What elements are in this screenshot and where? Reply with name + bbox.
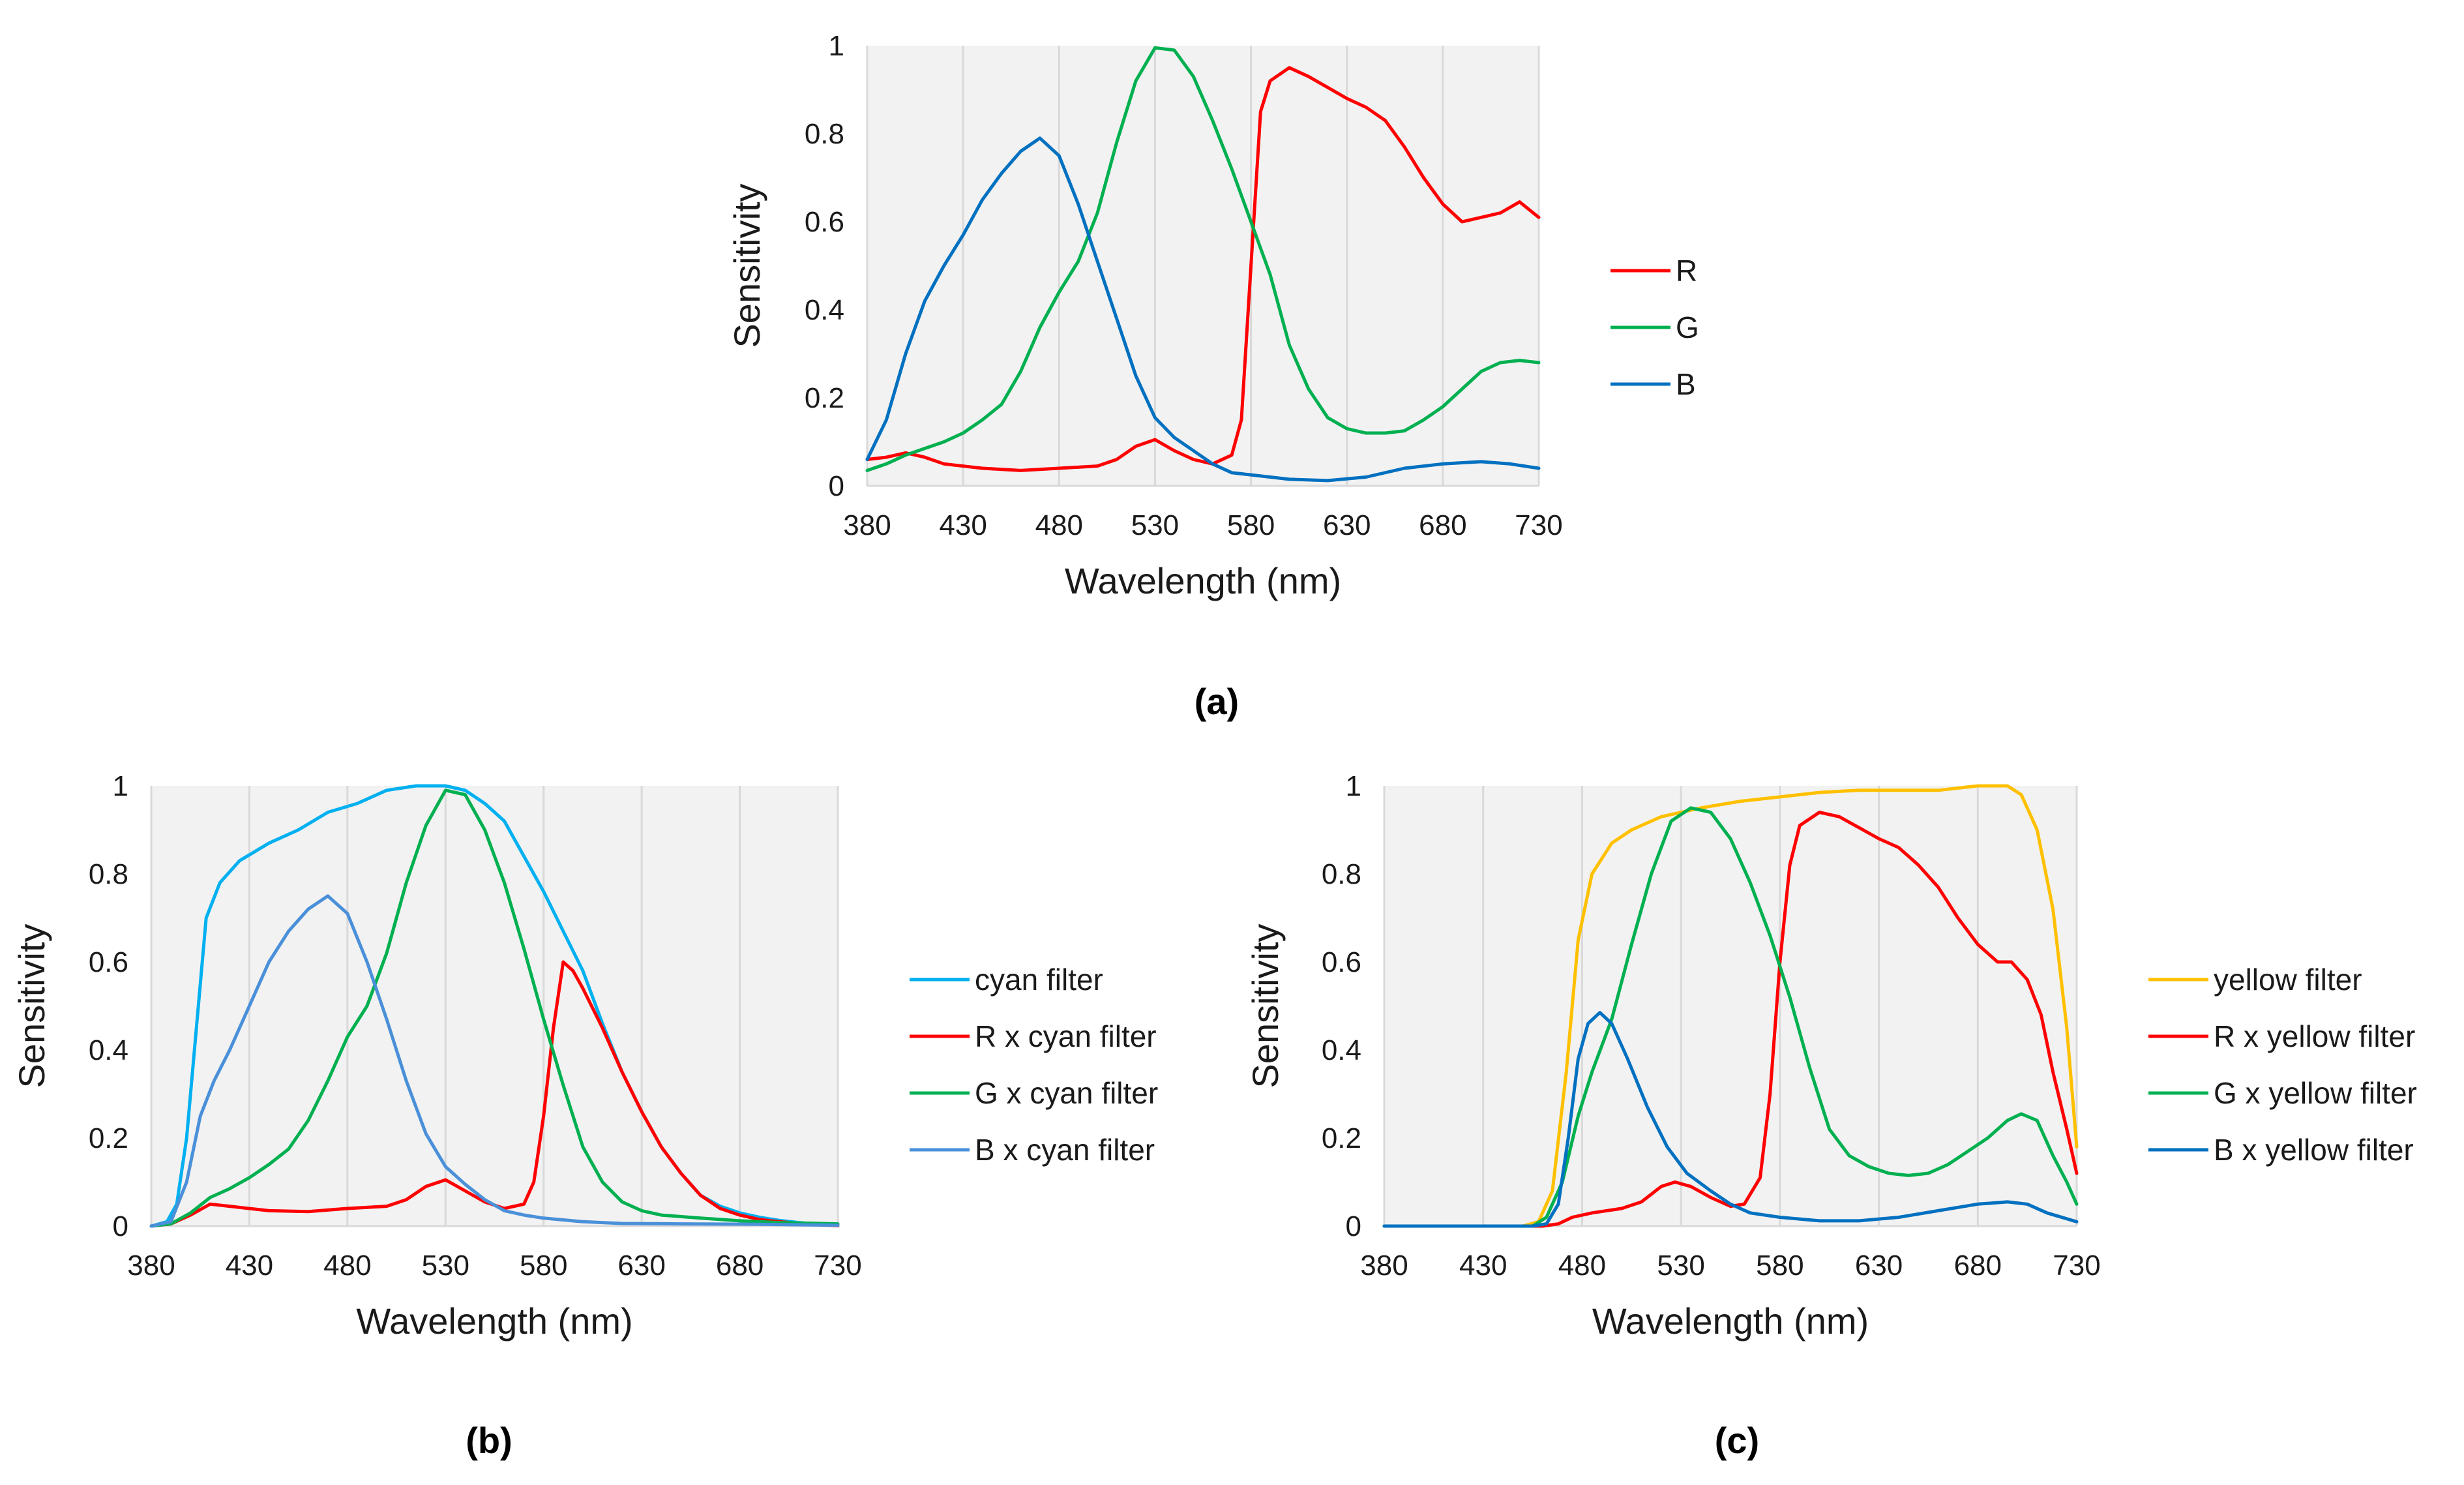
x-tick-label-c-630: 630 xyxy=(1855,1250,1903,1282)
panel-b: 380 430 480 530 580 630 680 730 0 0.2 0.4 0.6 0.8 1 Wa… xyxy=(11,770,1158,1342)
x-tick-label-b-580: 580 xyxy=(520,1250,567,1282)
series-line-c-yellow-filter xyxy=(1382,784,2079,1228)
x-tick-label-b-630: 630 xyxy=(617,1250,665,1282)
x-tick-label-a-630: 630 xyxy=(1323,509,1371,541)
series-line-c-b-x-yellow-filter xyxy=(1382,1011,2079,1228)
legend-label-a-b: B xyxy=(1676,367,1696,401)
legend-label-c-yellow-filter: yellow filter xyxy=(2214,963,2362,997)
x-tick-label-a-680: 680 xyxy=(1419,509,1466,541)
y-tick-label-b-1: 1 xyxy=(113,770,128,802)
series-line-a-g xyxy=(865,46,1541,472)
y-axis-title-b: Sensitivity xyxy=(11,923,52,1088)
y-tick-label-a-0.8: 0.8 xyxy=(805,118,844,150)
series-line-b-g-x-cyan-filter xyxy=(149,788,840,1228)
legend-label-c-g-x-yellow-filter: G x yellow filter xyxy=(2214,1076,2417,1110)
x-tick-label-a-730: 730 xyxy=(1515,509,1562,541)
x-tick-label-b-430: 430 xyxy=(226,1250,273,1282)
series-line-b-r-x-cyan-filter xyxy=(149,960,840,1228)
y-tick-label-c-0: 0 xyxy=(1346,1210,1361,1242)
series-line-a-b xyxy=(865,136,1541,483)
x-tick-label-b-530: 530 xyxy=(422,1250,469,1282)
x-tick-label-a-480: 480 xyxy=(1035,509,1083,541)
x-tick-label-b-730: 730 xyxy=(814,1250,861,1282)
legend-label-b-cyan-filter: cyan filter xyxy=(975,963,1103,997)
x-tick-label-b-480: 480 xyxy=(323,1250,371,1282)
y-tick-label-b-0.4: 0.4 xyxy=(89,1034,128,1066)
y-tick-label-b-0: 0 xyxy=(113,1210,128,1242)
caption-a: (a) xyxy=(1195,681,1239,722)
x-axis-title-c: Wavelength (nm) xyxy=(1592,1300,1869,1342)
x-tick-label-c-680: 680 xyxy=(1954,1250,2002,1282)
y-tick-label-a-0: 0 xyxy=(829,470,844,502)
y-tick-label-a-0.2: 0.2 xyxy=(805,382,844,414)
series-line-b-cyan-filter xyxy=(149,784,840,1228)
x-tick-label-b-680: 680 xyxy=(716,1250,764,1282)
x-tick-label-c-380: 380 xyxy=(1360,1250,1408,1282)
legend-label-b-r-x-cyan-filter: R x cyan filter xyxy=(975,1019,1157,1053)
x-axis-title-b: Wavelength (nm) xyxy=(356,1300,632,1342)
y-axis-title-c: Sensitivity xyxy=(1245,923,1286,1088)
y-tick-label-a-0.6: 0.6 xyxy=(805,206,844,238)
x-tick-label-c-580: 580 xyxy=(1756,1250,1803,1282)
legend-label-a-r: R xyxy=(1676,254,1697,288)
plot-area-a xyxy=(867,46,1539,486)
x-tick-label-b-380: 380 xyxy=(127,1250,175,1282)
legend-label-a-g: G xyxy=(1676,310,1699,344)
series-line-c-g-x-yellow-filter xyxy=(1382,806,2079,1228)
y-tick-label-c-0.6: 0.6 xyxy=(1322,946,1361,978)
x-tick-label-a-580: 580 xyxy=(1227,509,1275,541)
legend-label-b-b-x-cyan-filter: B x cyan filter xyxy=(975,1133,1155,1167)
y-tick-label-c-1: 1 xyxy=(1346,770,1361,802)
panel-a: 380 430 480 530 580 630 680 730 0 0.2 0.4 0.6 0.8 1 Wa… xyxy=(726,30,1699,601)
y-tick-label-c-0.4: 0.4 xyxy=(1322,1034,1361,1066)
y-tick-label-b-0.2: 0.2 xyxy=(89,1122,128,1154)
x-axis-title-a: Wavelength (nm) xyxy=(1065,560,1341,601)
legend-label-c-b-x-yellow-filter: B x yellow filter xyxy=(2214,1133,2414,1167)
legend-label-c-r-x-yellow-filter: R x yellow filter xyxy=(2214,1019,2415,1053)
y-tick-label-b-0.8: 0.8 xyxy=(89,858,128,890)
series-line-b-b-x-cyan-filter xyxy=(149,894,840,1228)
x-tick-label-c-530: 530 xyxy=(1657,1250,1704,1282)
y-tick-label-c-0.2: 0.2 xyxy=(1322,1122,1361,1154)
y-tick-label-b-0.6: 0.6 xyxy=(89,946,128,978)
panel-c: 380 430 480 530 580 630 680 730 0 0.2 0.4 0.6 0.8 1 Wa… xyxy=(1245,770,2417,1342)
y-axis-title-a: Sensitivity xyxy=(726,183,767,348)
legend-label-b-g-x-cyan-filter: G x cyan filter xyxy=(975,1076,1158,1110)
caption-c: (c) xyxy=(1715,1420,1759,1461)
caption-b: (b) xyxy=(466,1420,512,1461)
series-line-c-r-x-yellow-filter xyxy=(1382,811,2079,1228)
x-tick-label-a-530: 530 xyxy=(1131,509,1179,541)
x-tick-label-c-730: 730 xyxy=(2053,1250,2100,1282)
y-tick-label-a-0.4: 0.4 xyxy=(805,294,844,326)
x-tick-label-a-380: 380 xyxy=(843,509,891,541)
x-tick-label-a-430: 430 xyxy=(939,509,987,541)
x-tick-label-c-480: 480 xyxy=(1558,1250,1606,1282)
x-tick-label-c-430: 430 xyxy=(1459,1250,1507,1282)
plot-area-c xyxy=(1384,786,2077,1226)
series-line-a-r xyxy=(865,66,1541,472)
y-tick-label-a-1: 1 xyxy=(829,30,844,62)
y-tick-label-c-0.8: 0.8 xyxy=(1322,858,1361,890)
